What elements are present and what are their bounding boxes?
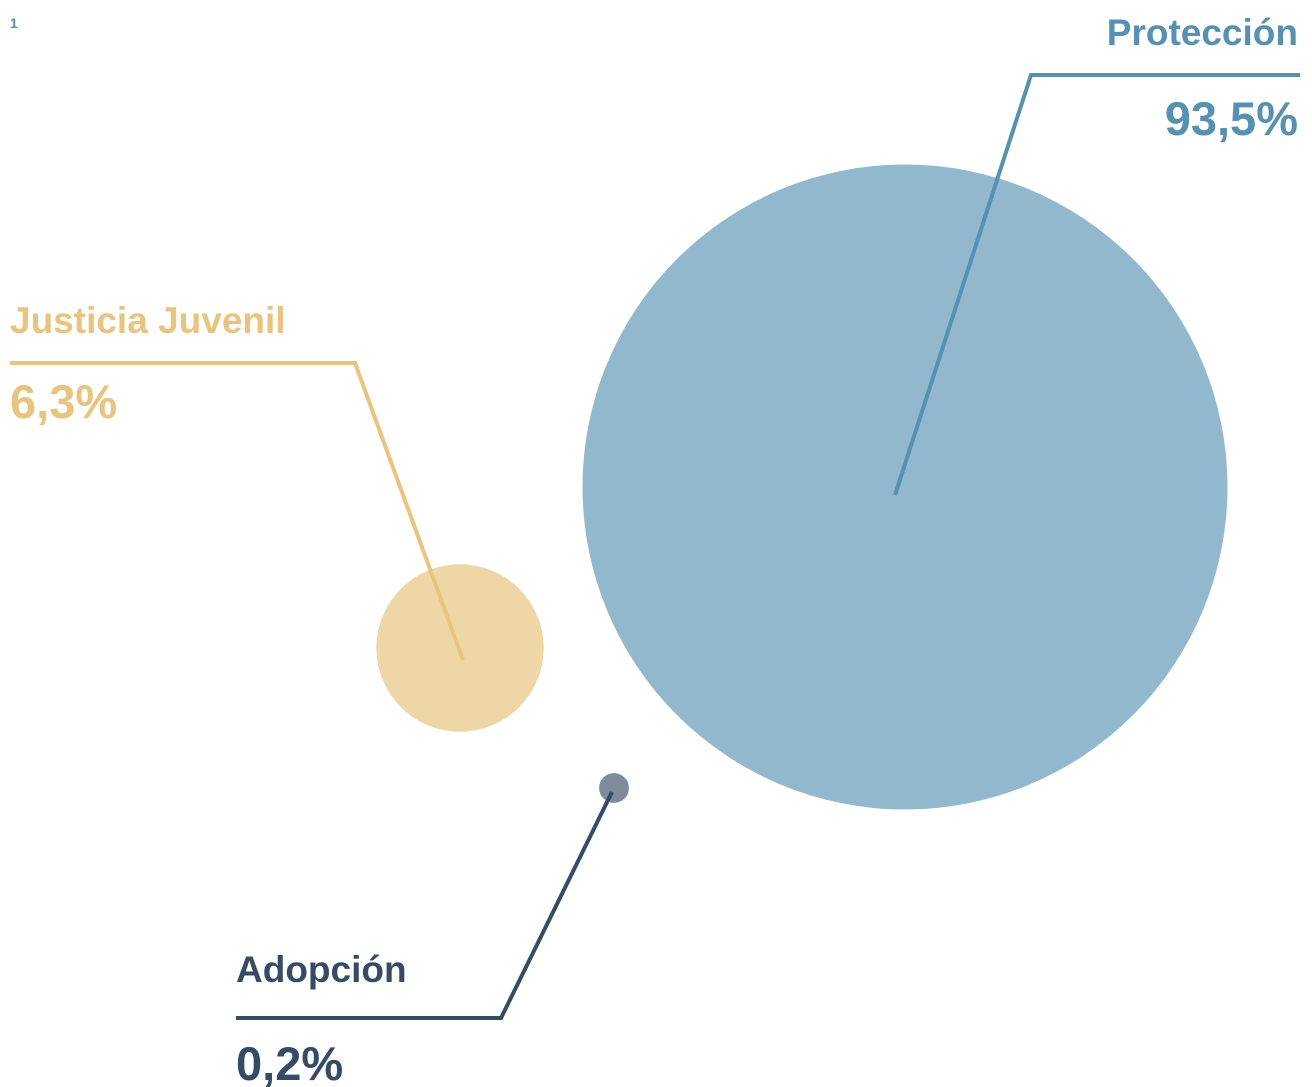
series-label-justicia-juvenil: Justicia Juvenil — [10, 300, 286, 341]
page-number: 1 — [10, 15, 18, 31]
leader-line-adopcion — [236, 791, 614, 1020]
leader-line-proteccion — [893, 73, 1300, 496]
data-label-adopcion: 0,2% — [236, 1037, 343, 1087]
leader-line-justicia-juvenil — [10, 361, 465, 661]
bubble-proteccion — [582, 164, 1228, 810]
series-label-proteccion: Protección — [1107, 12, 1298, 53]
data-label-justicia-juvenil: 6,3% — [10, 375, 117, 428]
series-label-adopcion: Adopción — [236, 949, 407, 990]
bubble-adopcion — [599, 773, 629, 803]
data-label-proteccion: 93,5% — [1165, 92, 1298, 145]
